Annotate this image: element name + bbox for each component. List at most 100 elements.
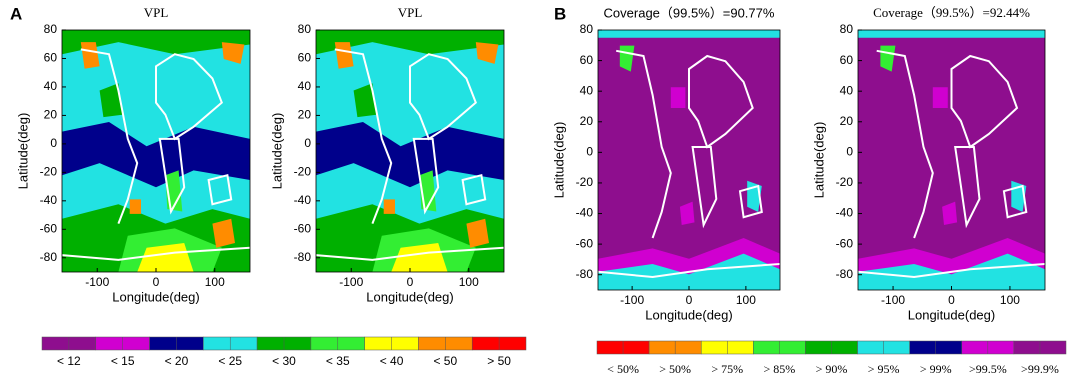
x-tick-label: 0 [686, 293, 693, 307]
colorbar-label: < 35 [326, 354, 350, 368]
coastline [315, 48, 505, 261]
x-tick-label: 0 [407, 275, 414, 289]
y-tick-label: 40 [44, 79, 58, 93]
y-tick-label: 20 [580, 114, 594, 128]
contour-region [212, 218, 235, 248]
colorbar-label: > 99% [920, 362, 952, 376]
contour-region [383, 199, 395, 214]
colorbar-label: > 95% [868, 362, 900, 376]
contour-region [858, 253, 1045, 290]
plot-title: Coverage（99.5%）=90.77% [604, 5, 775, 20]
coastline [597, 49, 781, 279]
x-axis-label: Longitude(deg) [366, 289, 453, 304]
x-tick-label: -100 [881, 293, 905, 307]
y-tick-label: 80 [44, 22, 58, 36]
colorbar-label: > 50 [487, 354, 511, 368]
y-tick-label: -60 [294, 221, 312, 235]
y-tick-label: -60 [576, 236, 594, 250]
colorbar-label: > 85% [764, 362, 796, 376]
colorbar-label: < 20 [165, 354, 189, 368]
y-tick-label: -80 [294, 250, 312, 264]
y-tick-label: 0 [846, 145, 853, 159]
y-tick-label: 0 [586, 145, 593, 159]
contour-region [334, 42, 354, 69]
y-tick-label: 60 [840, 53, 854, 67]
contour-region [679, 201, 695, 225]
contour-region [316, 122, 504, 188]
colorbar-label: < 50 [433, 354, 457, 368]
plot-title: VPL [398, 5, 423, 20]
y-tick-label: 60 [580, 53, 594, 67]
colorbar-label: < 30 [272, 354, 296, 368]
x-tick-label: -100 [620, 293, 644, 307]
colorbar-label: > 75% [711, 362, 743, 376]
panel-label: B [554, 4, 566, 23]
contour-region [221, 42, 245, 64]
colorbar-label: >99.9% [1021, 362, 1059, 376]
y-tick-label: 40 [298, 79, 312, 93]
y-axis-label: Latitude(deg) [551, 122, 566, 199]
contour-region [62, 122, 250, 188]
x-axis-label: Longitude(deg) [645, 307, 732, 322]
x-tick-label: 100 [205, 275, 225, 289]
plot-title: Coverage（99.5%）=92.44% [873, 5, 1030, 20]
y-tick-label: 80 [840, 22, 854, 36]
y-tick-label: 60 [44, 51, 58, 65]
y-tick-label: 20 [840, 114, 854, 128]
y-tick-label: 0 [304, 136, 311, 150]
y-tick-label: -80 [40, 250, 58, 264]
y-tick-label: -20 [836, 175, 854, 189]
contour-region [391, 243, 448, 272]
x-axis-label: Longitude(deg) [908, 307, 995, 322]
coastline [61, 48, 251, 261]
y-tick-label: -80 [836, 267, 854, 281]
panel-label: A [10, 4, 22, 23]
y-tick-label: -20 [576, 175, 594, 189]
y-tick-label: 20 [298, 108, 312, 122]
contour-region [598, 30, 780, 38]
contour-region [932, 87, 948, 108]
y-tick-label: -40 [40, 193, 58, 207]
y-tick-label: -60 [40, 221, 58, 235]
y-tick-label: 40 [580, 83, 594, 97]
colorbar-label: < 40 [380, 354, 404, 368]
colorbar-label: > 50% [659, 362, 691, 376]
x-tick-label: 0 [948, 293, 955, 307]
y-tick-label: 80 [580, 22, 594, 36]
y-tick-label: 20 [44, 108, 58, 122]
colorbar-label: < 12 [57, 354, 81, 368]
x-tick-label: 100 [1000, 293, 1020, 307]
x-tick-label: -100 [85, 275, 109, 289]
x-tick-label: 0 [153, 275, 160, 289]
y-tick-label: -40 [294, 193, 312, 207]
contour-region [466, 218, 489, 248]
colorbar-label: < 25 [218, 354, 242, 368]
contour-region [99, 83, 123, 118]
y-tick-label: -40 [576, 206, 594, 220]
contour-region [80, 42, 100, 69]
contour-region [316, 30, 504, 55]
x-tick-label: 100 [736, 293, 756, 307]
colorbar-label: > 90% [816, 362, 848, 376]
plot-title: VPL [144, 5, 169, 20]
y-tick-label: -40 [836, 206, 854, 220]
contour-region [475, 42, 499, 64]
x-tick-label: 100 [459, 275, 479, 289]
colorbar-label: >99.5% [969, 362, 1007, 376]
contour-region [670, 87, 686, 108]
contour-region [129, 199, 141, 214]
y-tick-label: 60 [298, 51, 312, 65]
colorbar-label: < 15 [111, 354, 135, 368]
x-axis-label: Longitude(deg) [112, 289, 199, 304]
contour-region [858, 30, 1045, 38]
colorbar-label: < 50% [607, 362, 639, 376]
y-tick-label: -60 [836, 236, 854, 250]
contour-region [62, 30, 250, 55]
y-tick-label: 0 [50, 136, 57, 150]
y-tick-label: -80 [576, 267, 594, 281]
contour-region [137, 243, 194, 272]
y-tick-label: -20 [294, 165, 312, 179]
y-axis-label: Latitude(deg) [15, 113, 30, 190]
y-tick-label: 40 [840, 83, 854, 97]
y-axis-label: Latitude(deg) [811, 122, 826, 199]
